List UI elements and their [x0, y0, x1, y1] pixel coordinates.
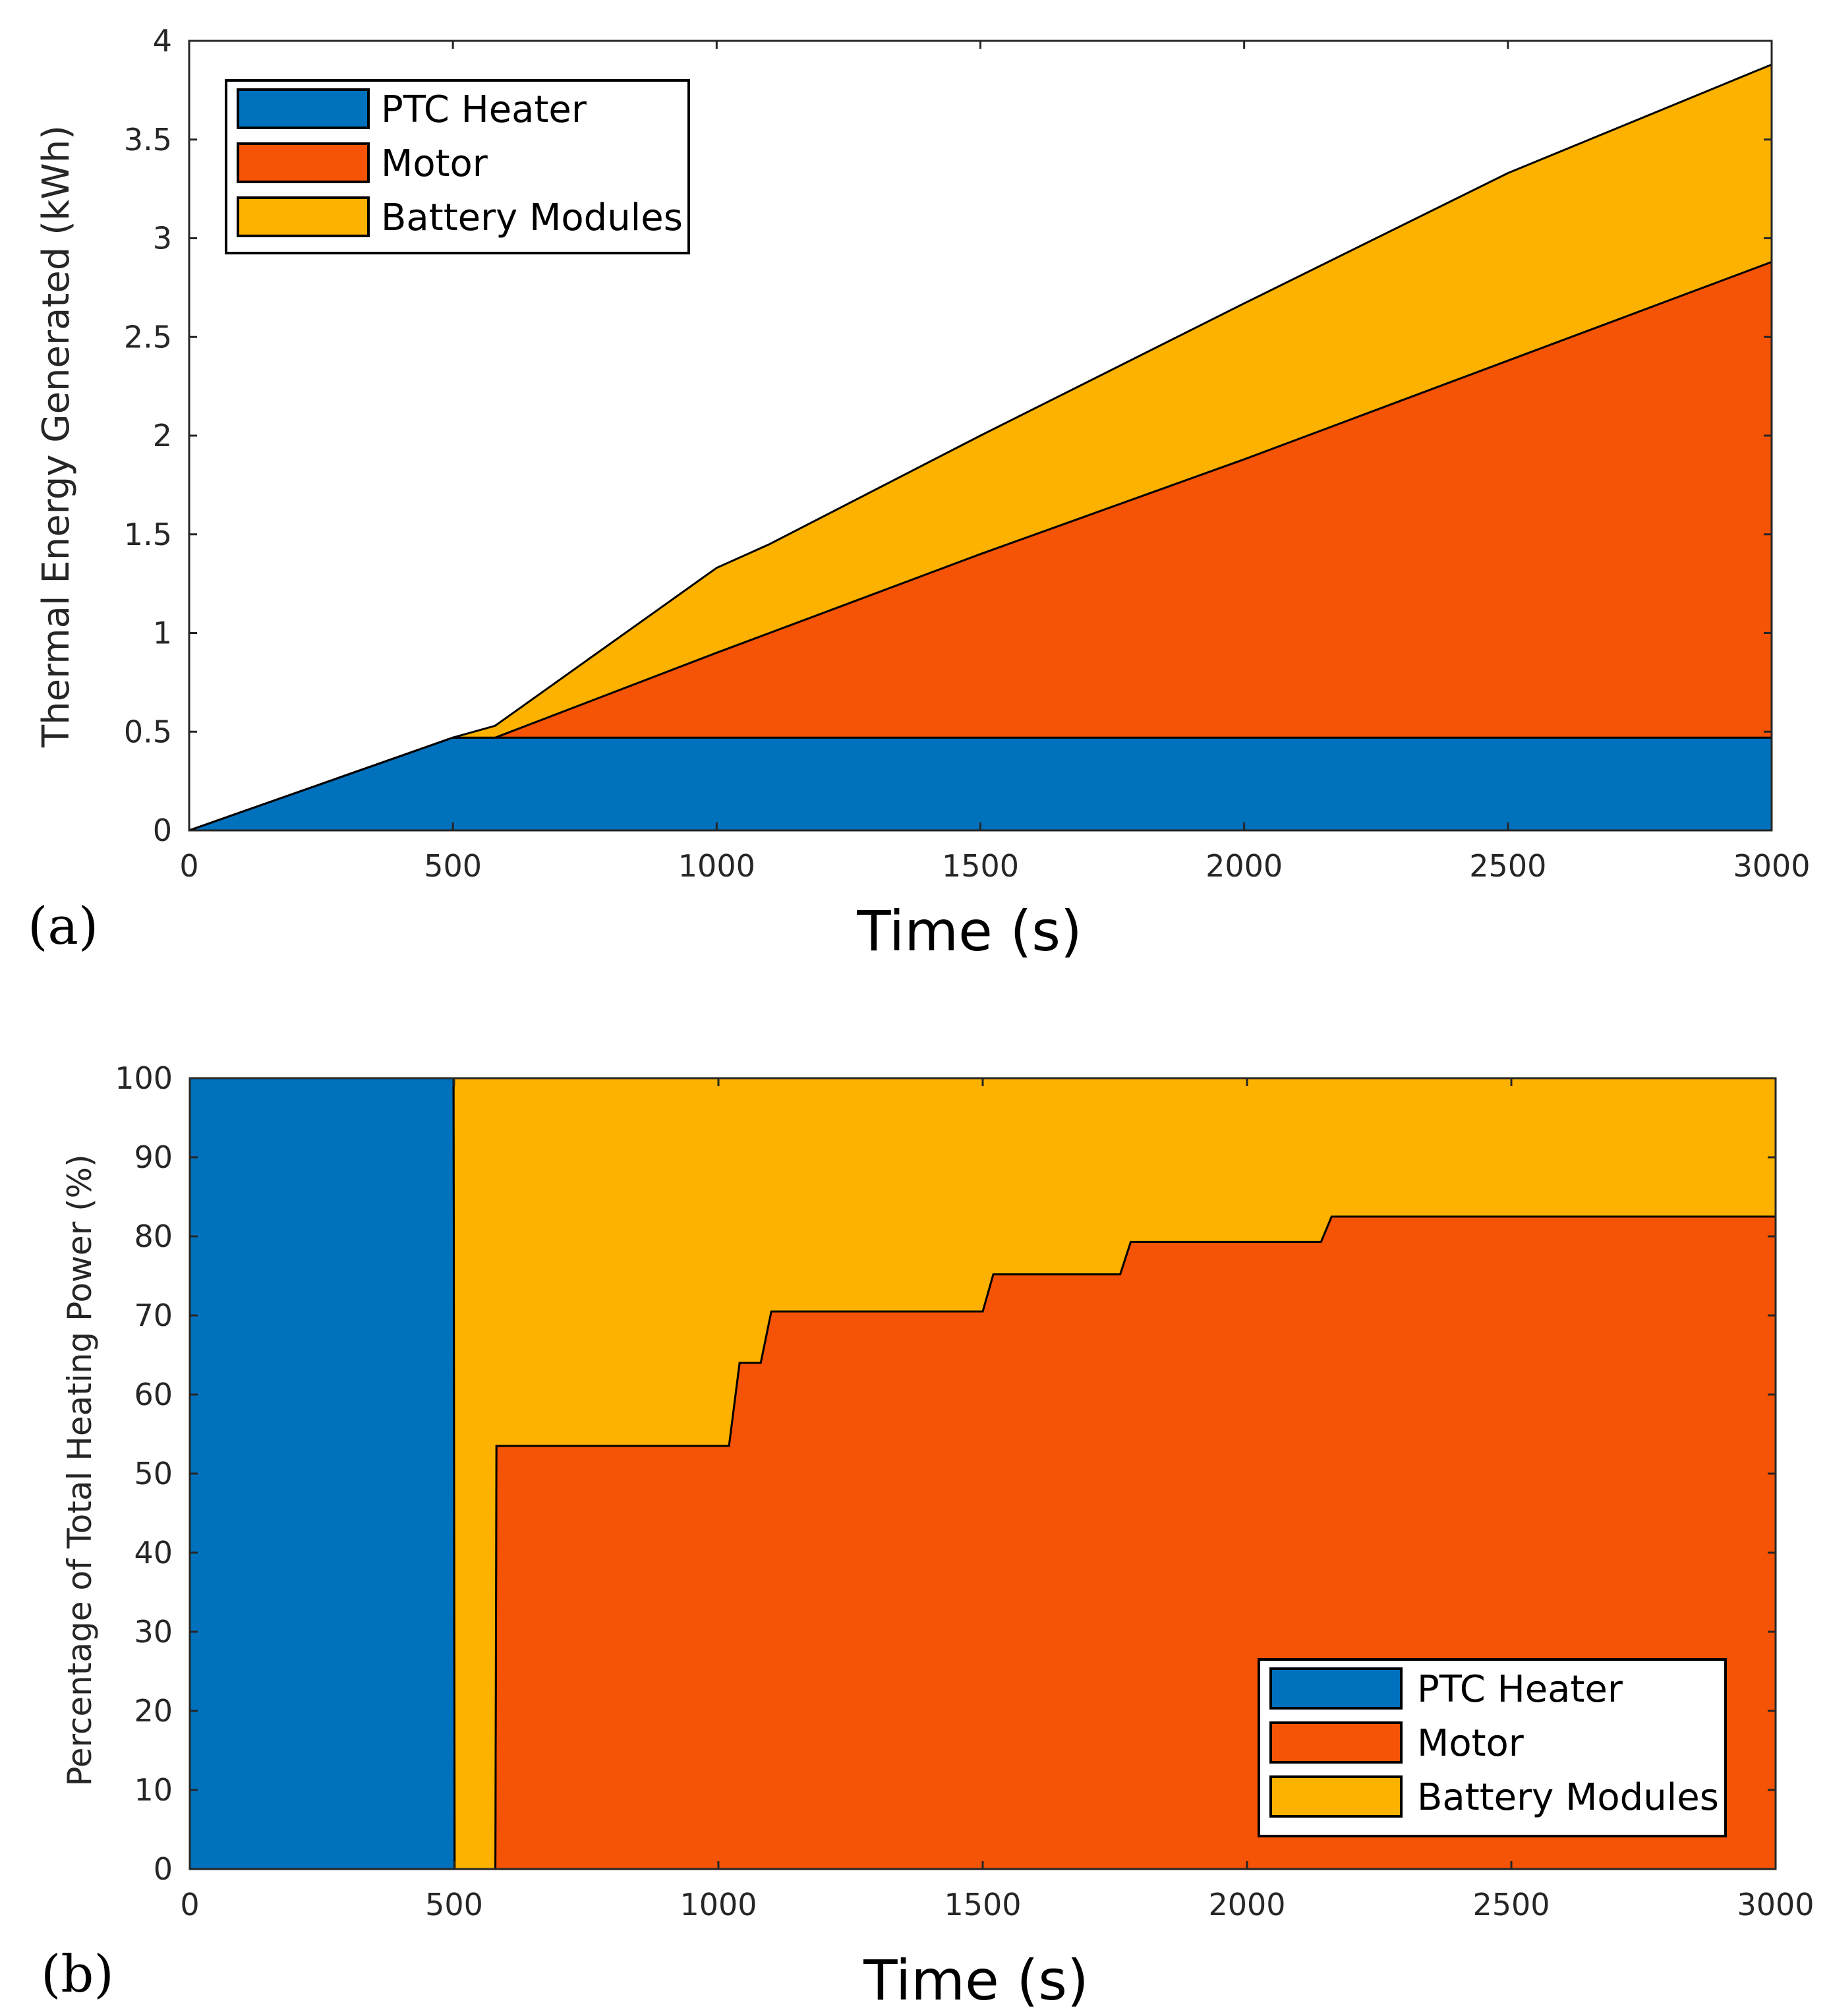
- chart-b-x-tick-label: 2500: [1472, 1887, 1550, 1922]
- chart-a-y-tick-label: 1: [153, 616, 172, 651]
- chart-b-y-tick-label: 20: [134, 1693, 173, 1729]
- chart-a-y-tick-label: 0.5: [124, 714, 172, 749]
- chart-b-y-tick-label: 60: [134, 1377, 173, 1412]
- chart-a-y-axis-label: Thermal Energy Generated (kWh): [35, 125, 78, 748]
- chart-a-legend-swatch-battery-modules: [237, 196, 370, 237]
- chart-b-legend-swatch-battery-modules: [1269, 1775, 1403, 1818]
- chart-a-y-tick-label: 3: [153, 221, 172, 256]
- chart-b-y-tick-label: 80: [134, 1219, 173, 1254]
- chart-b-y-tick-label: 100: [115, 1060, 173, 1096]
- chart-a-area-ptc-heater: [189, 736, 1773, 832]
- chart-b-legend-swatch-motor: [1269, 1721, 1403, 1764]
- chart-b-y-tick-label: 10: [134, 1772, 173, 1808]
- chart-a-x-tick-label: 2500: [1469, 848, 1546, 884]
- chart-b-legend-label-motor: Motor: [1417, 1722, 1524, 1765]
- chart-a-legend-label-battery-modules: Battery Modules: [381, 196, 683, 239]
- chart-b-legend: PTC Heater Motor Battery Modules: [1258, 1658, 1727, 1837]
- chart-a-x-tick-label: 0: [179, 848, 198, 884]
- chart-b-y-tick-label: 30: [134, 1614, 173, 1650]
- chart-a-y-tick-label: 1.5: [124, 517, 172, 552]
- chart-a-y-tick-label: 4: [153, 23, 172, 59]
- chart-b-y-tick-label: 40: [134, 1535, 173, 1570]
- chart-b-x-tick-label: 3000: [1737, 1887, 1814, 1922]
- chart-b-panel-label: (b): [41, 1945, 114, 2004]
- chart-a-legend-swatch-ptc-heater: [237, 88, 370, 129]
- chart-b-x-tick-label: 2000: [1208, 1887, 1285, 1922]
- chart-a-x-tick-label: 1000: [678, 848, 755, 884]
- chart-a-y-tick-label: 3.5: [124, 122, 172, 158]
- chart-a-y-tick-label: 2: [153, 418, 172, 453]
- chart-b-y-axis-label: Percentage of Total Heating Power (%): [61, 1154, 99, 1786]
- chart-a-y-tick-label: 0: [153, 813, 172, 848]
- chart-a-legend-label-motor: Motor: [381, 142, 488, 185]
- chart-a-x-axis-label: Time (s): [856, 899, 1082, 964]
- chart-b-y-tick-label: 50: [134, 1456, 173, 1491]
- chart-a-legend-swatch-motor: [237, 142, 370, 183]
- chart-b-y-tick-label: 70: [134, 1298, 173, 1333]
- chart-a-y-tick-label: 2.5: [124, 319, 172, 355]
- chart-b-x-tick-label: 1500: [944, 1887, 1021, 1922]
- chart-b-legend-label-ptc-heater: PTC Heater: [1417, 1668, 1623, 1711]
- chart-b-legend-swatch-ptc-heater: [1269, 1667, 1403, 1710]
- chart-b-legend-label-battery-modules: Battery Modules: [1417, 1776, 1719, 1819]
- chart-b-x-tick-label: 500: [425, 1887, 483, 1922]
- chart-b: 0 500 1000 1500 2000 2500 3000 0 10 20 30 40 50 60 70 8…: [41, 1060, 1814, 2013]
- chart-b-y-tick-label: 90: [134, 1139, 173, 1175]
- chart-a-x-tick-label: 3000: [1733, 848, 1810, 884]
- chart-a-legend: PTC Heater Motor Battery Modules: [225, 79, 690, 254]
- chart-a-panel-label: (a): [28, 897, 98, 956]
- chart-a-ticks: 0 500 1000 1500 2000 2500 3000 0 0.5 1 1.5 2 2.5 3 3.5…: [124, 23, 1811, 884]
- chart-a: 0 500 1000 1500 2000 2500 3000 0 0.5 1 1.5 2 2.5 3 3.5…: [28, 23, 1811, 964]
- chart-b-x-axis-label: Time (s): [863, 1948, 1089, 2013]
- chart-b-x-tick-label: 1000: [680, 1887, 757, 1922]
- chart-b-y-tick-label: 0: [154, 1851, 173, 1887]
- chart-b-x-tick-label: 0: [180, 1887, 199, 1922]
- chart-a-x-tick-label: 500: [424, 848, 482, 884]
- chart-a-x-tick-label: 1500: [942, 848, 1019, 884]
- chart-b-ticks: 0 500 1000 1500 2000 2500 3000 0 10 20 30 40 50 60 70 8…: [115, 1060, 1814, 1922]
- chart-a-legend-label-ptc-heater: PTC Heater: [381, 88, 587, 131]
- chart-a-x-tick-label: 2000: [1205, 848, 1283, 884]
